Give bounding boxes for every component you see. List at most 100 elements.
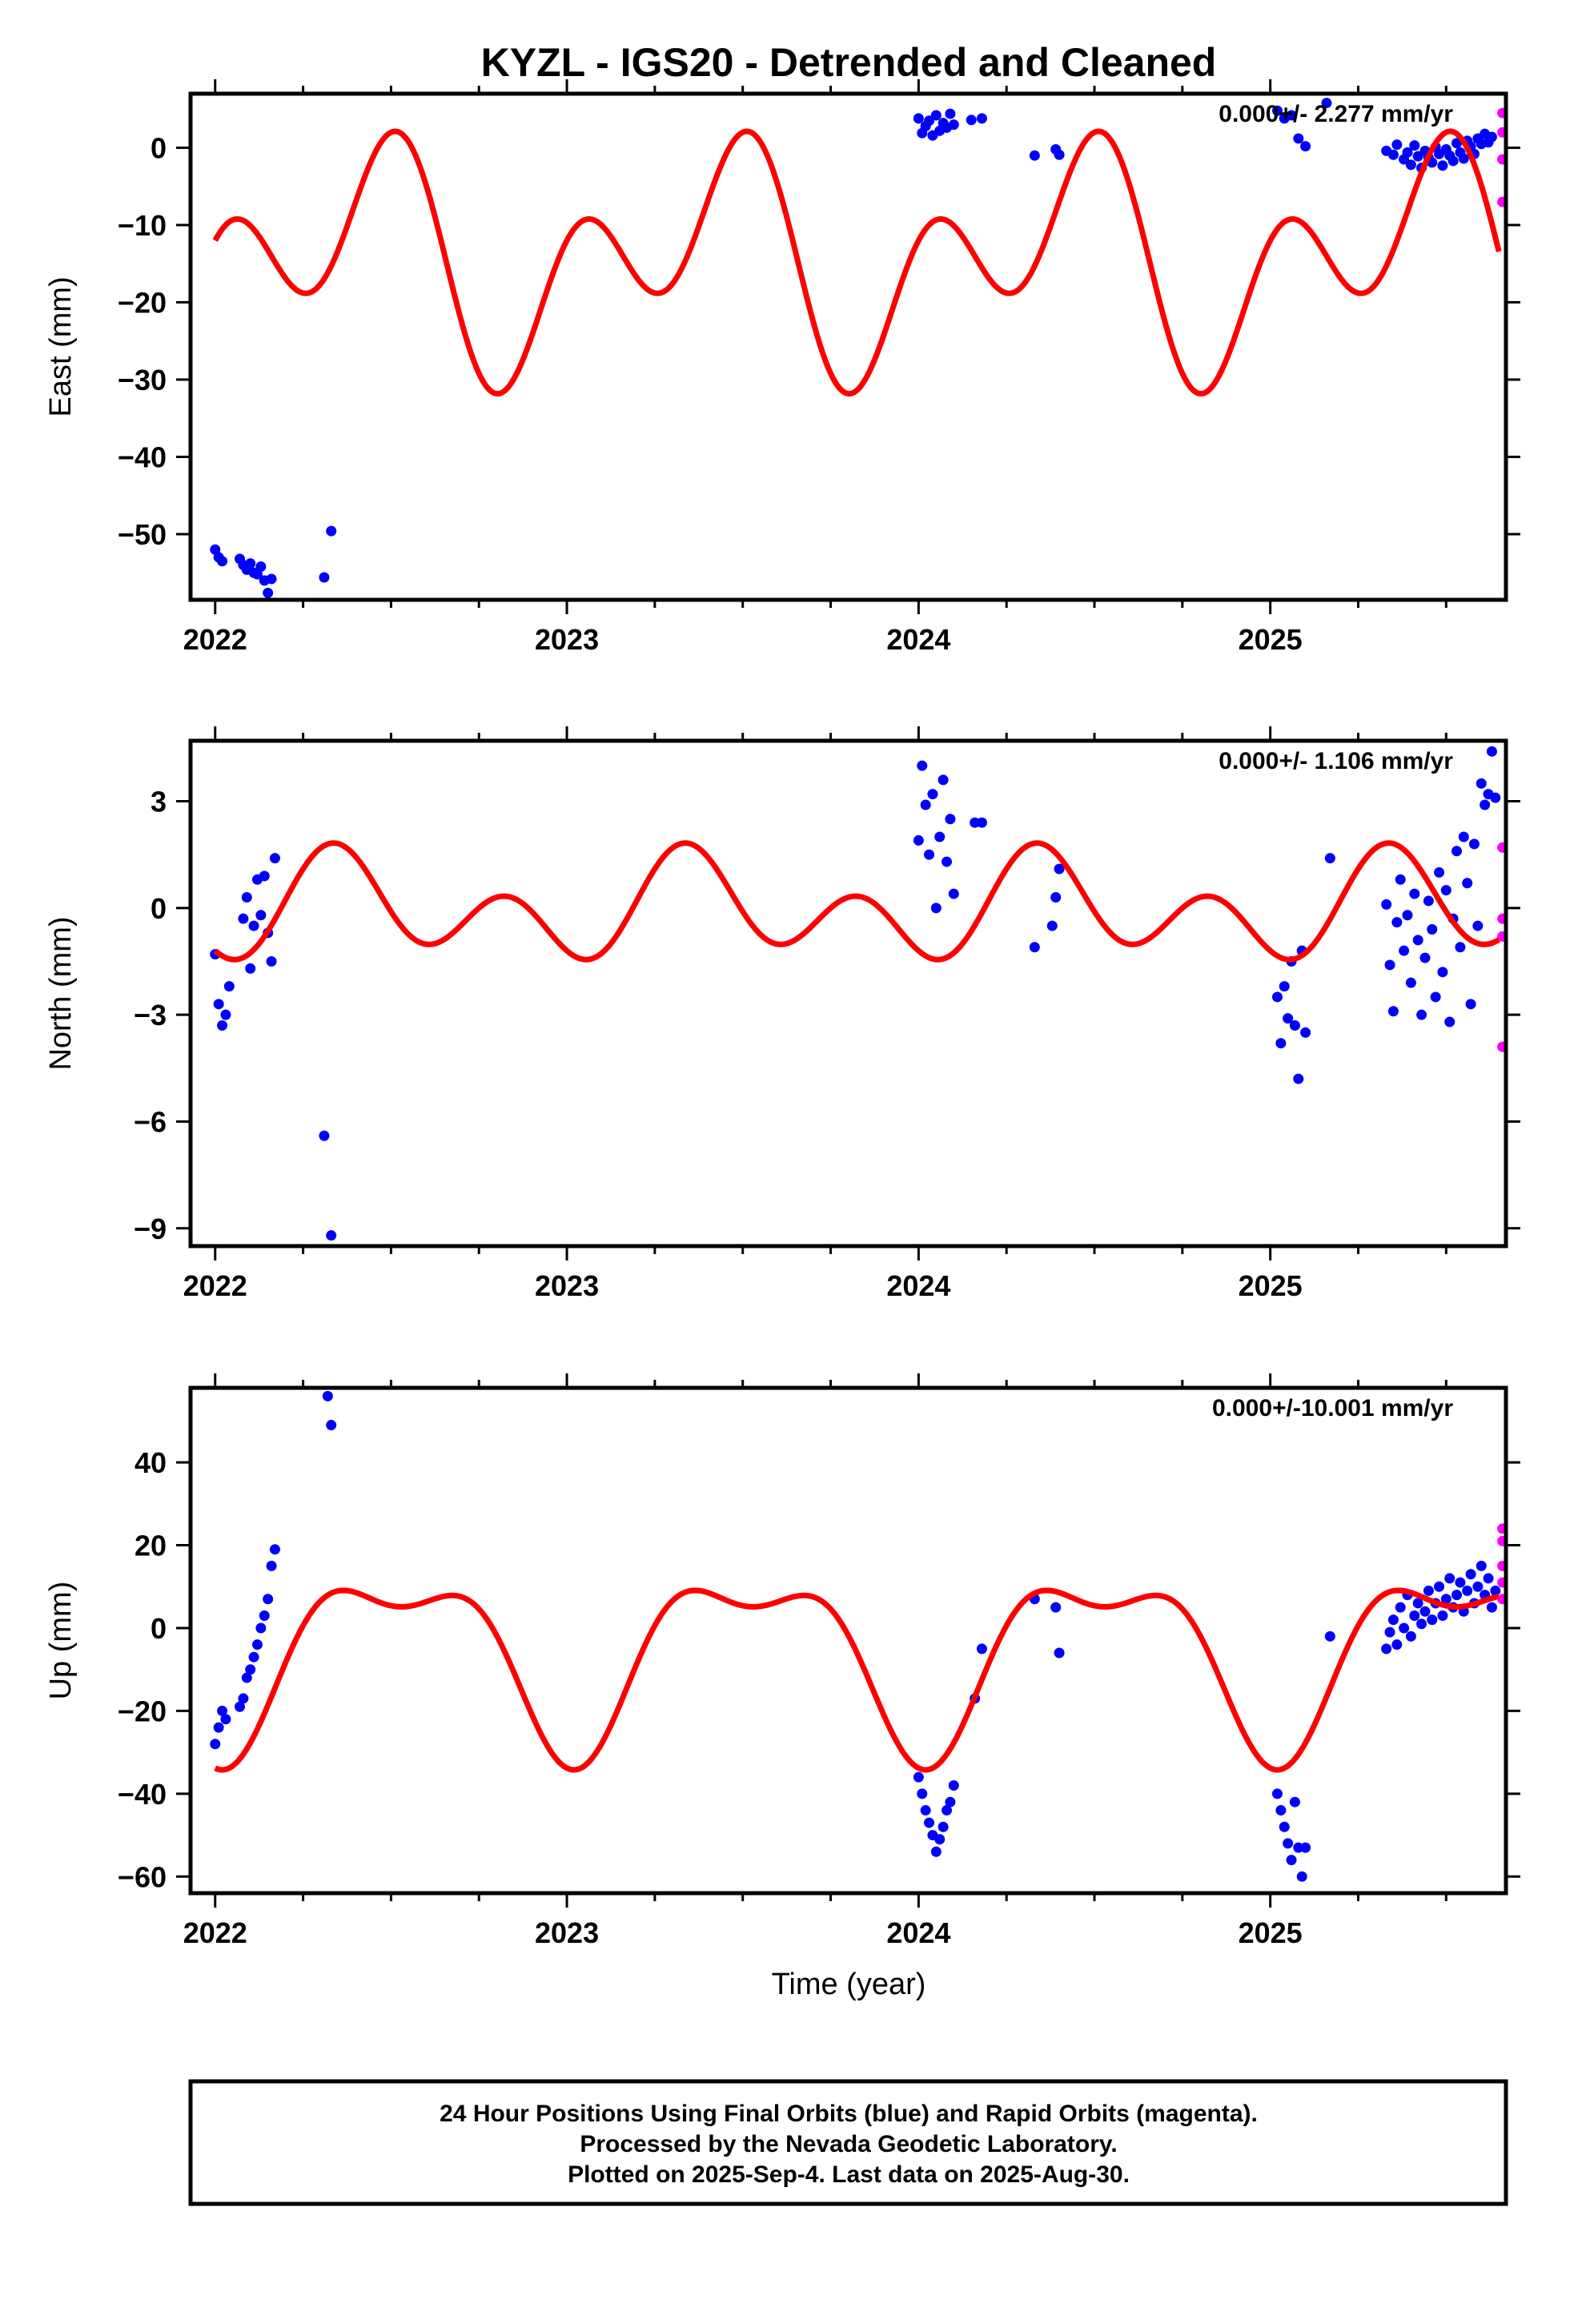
final-orbit-point (1434, 1581, 1445, 1592)
final-orbit-point (1391, 917, 1403, 928)
y-tick-label: 3 (151, 786, 167, 818)
figure-title: KYZL - IGS20 - Detrended and Cleaned (481, 40, 1217, 85)
y-tick-label: 40 (135, 1446, 167, 1479)
final-orbit-point (924, 115, 935, 127)
rapid-orbit-point (1497, 931, 1506, 942)
final-orbit-point (1451, 846, 1462, 857)
x-tick-label: 2024 (886, 1269, 950, 1302)
final-orbit-point (1391, 139, 1403, 151)
final-orbit-point (1444, 1016, 1456, 1027)
final-orbit-point (1447, 155, 1459, 167)
plot-content (210, 1390, 1506, 1882)
plot-content (210, 98, 1506, 598)
y-tick-label: −20 (118, 287, 167, 320)
y-tick-label: −6 (134, 1105, 167, 1138)
x-axis-label: Time (year) (772, 1968, 926, 2001)
final-orbit-point (1409, 888, 1420, 899)
final-orbit-point (266, 1560, 277, 1571)
final-orbit-point (938, 1821, 949, 1832)
final-orbit-point (948, 888, 959, 899)
final-orbit-point (1279, 981, 1290, 992)
plot-content (210, 746, 1506, 1241)
final-orbit-point (1286, 1855, 1297, 1866)
final-orbit-point (1444, 1573, 1456, 1584)
final-orbit-point (238, 913, 249, 924)
final-orbit-point (1399, 1622, 1410, 1634)
final-orbit-point (1416, 1618, 1427, 1630)
final-orbit-point (1472, 1581, 1484, 1592)
final-orbit-point (1029, 942, 1040, 953)
final-orbit-point (1399, 945, 1410, 956)
y-axis-label: Up (mm) (44, 1582, 78, 1700)
final-orbit-point (1387, 1614, 1399, 1626)
final-orbit-point (930, 903, 942, 914)
final-orbit-point (1054, 149, 1065, 160)
final-orbit-point (220, 1714, 231, 1725)
final-orbit-point (245, 558, 256, 569)
final-orbit-point (1472, 920, 1484, 931)
y-tick-label: −40 (118, 440, 167, 473)
final-orbit-point (945, 1796, 956, 1807)
final-orbit-point (1271, 991, 1283, 1003)
final-orbit-point (1486, 746, 1497, 757)
final-orbit-point (913, 113, 924, 124)
y-tick-label: −50 (118, 518, 167, 551)
final-orbit-point (1296, 1871, 1307, 1882)
plot-frame (188, 91, 1508, 602)
x-tick-label: 2025 (1239, 1916, 1303, 1949)
final-orbit-point (1476, 778, 1487, 789)
final-orbit-point (235, 1701, 246, 1712)
final-orbit-point (1486, 1602, 1497, 1613)
final-orbit-point (322, 1390, 333, 1401)
final-orbit-point (266, 573, 277, 585)
final-orbit-point (1412, 1598, 1423, 1609)
y-tick-label: 0 (151, 1612, 167, 1645)
y-tick-label: −20 (118, 1695, 167, 1727)
north-panel: 2022 2023 2024 2025 3 0 −3 −6 −9 North (mm) 0.000+… (44, 726, 1520, 1302)
final-orbit-point (942, 1805, 953, 1816)
footer-line-1: 24 Hour Positions Using Final Orbits (bl… (440, 2101, 1258, 2127)
final-orbit-point (1324, 1630, 1335, 1642)
final-orbit-point (326, 1230, 337, 1241)
final-orbit-point (1427, 1614, 1438, 1626)
final-orbit-point (966, 115, 977, 126)
final-orbit-point (248, 1651, 259, 1663)
final-orbit-point (1462, 878, 1473, 889)
final-orbit-point (1455, 942, 1466, 953)
final-orbit-point (255, 1622, 267, 1634)
final-orbit-point (948, 1780, 959, 1791)
final-orbit-point (1271, 105, 1283, 116)
final-orbit-point (1321, 98, 1332, 109)
final-orbit-point (1405, 977, 1416, 988)
seasonal-model-curve (213, 840, 1501, 963)
final-orbit-point (1412, 151, 1423, 162)
final-orbit-point (1437, 160, 1448, 171)
y-tick-label: −9 (134, 1212, 167, 1245)
final-orbit-point (945, 108, 956, 119)
final-orbit-point (1451, 138, 1462, 149)
y-tick-label: −3 (134, 999, 167, 1031)
footer-line-3: Plotted on 2025-Sep-4. Last data on 2025… (568, 2161, 1130, 2188)
final-orbit-point (213, 1722, 224, 1733)
final-orbit-point (913, 834, 924, 846)
final-orbit-point (1050, 892, 1062, 903)
final-orbit-point (1405, 1630, 1416, 1642)
final-orbit-point (1476, 1560, 1487, 1571)
final-orbit-point (1391, 1639, 1403, 1651)
final-orbit-point (1423, 895, 1434, 907)
y-tick-label: 0 (151, 132, 167, 165)
final-orbit-point (920, 1805, 931, 1816)
y-axis-label: North (mm) (44, 916, 78, 1070)
y-tick-label: 20 (135, 1530, 167, 1562)
final-orbit-point (255, 910, 267, 921)
final-orbit-point (1271, 1788, 1283, 1799)
y-tick-label: −60 (118, 1860, 167, 1893)
final-orbit-point (266, 956, 277, 967)
rapid-orbit-point (1497, 127, 1506, 138)
final-orbit-point (942, 856, 953, 867)
final-orbit-point (1416, 1009, 1427, 1020)
plot-frame (188, 1385, 1508, 1896)
final-orbit-point (1384, 1626, 1395, 1638)
final-orbit-point (1409, 1610, 1420, 1621)
velocity-label: 0.000+/-10.001 mm/yr (1212, 1395, 1453, 1421)
